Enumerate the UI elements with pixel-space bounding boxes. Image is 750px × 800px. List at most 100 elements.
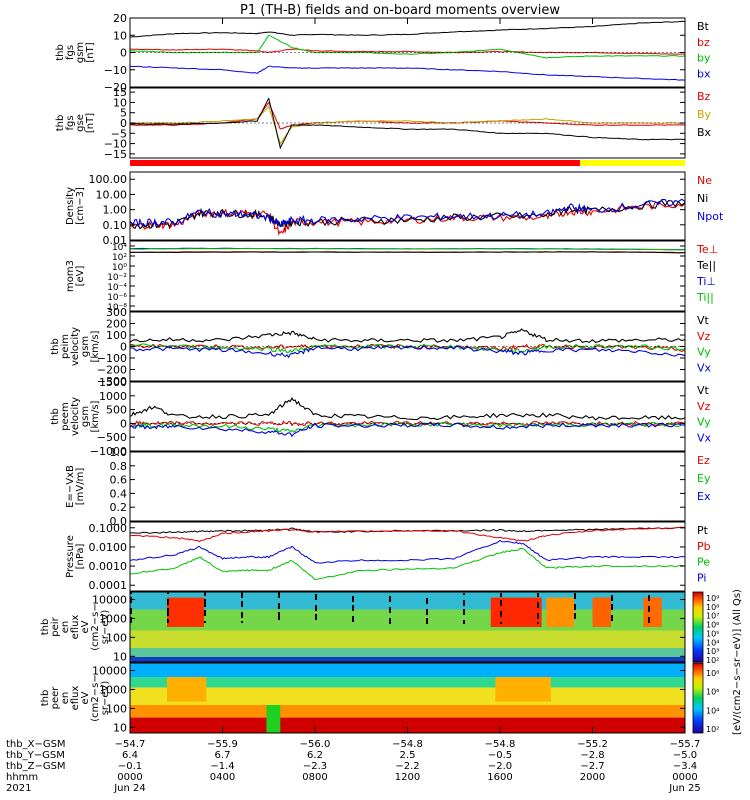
x-axis-value: −1.4 [210, 761, 234, 772]
ion-spectrogram-noise [648, 597, 650, 599]
y-tick-label: 10 [113, 650, 127, 663]
x-axis-value: 0000 [117, 772, 142, 783]
y-axis-label: fgs [65, 115, 76, 130]
y-tick-label: −100 [97, 352, 127, 365]
series-line-Te|| [129, 251, 686, 254]
y-axis-label: gse [75, 114, 86, 132]
y-axis-label: fgs [65, 45, 76, 60]
y-axis-label: thb [40, 619, 51, 636]
status-bar-red [130, 160, 580, 166]
y-tick-label: 300 [106, 306, 127, 319]
legend-Vz: Vz [697, 400, 711, 413]
panel-density: 100.00 10.00 1.00 0.10 0.01 Density [cm−3] Ne Ni… [65, 171, 724, 247]
ion-spectrogram-noise [426, 622, 428, 624]
status-bar-yellow [580, 160, 685, 166]
ion-spectrogram-noise [241, 596, 243, 598]
x-axis-value: −2.2 [395, 761, 419, 772]
ion-spectrogram-noise [574, 617, 576, 619]
panel-ion_spec: 10000 1000 100 10 thb peir en eflux eV (cm2−s− sr−… [40, 591, 686, 663]
y-tick-label: 200 [106, 318, 127, 331]
legend-Pb: Pb [697, 540, 711, 553]
chart-title: P1 (TH-B) fields and on-board moments ov… [240, 3, 560, 18]
y-axis-label: gsm [80, 336, 91, 357]
x-axis-value: Jun 25 [668, 783, 701, 794]
y-tick-label: 10⁴ [112, 243, 127, 253]
ion-spectrogram-noise [500, 622, 502, 624]
ion-spectrogram-noise [130, 597, 132, 599]
ion-spectrogram-noise [426, 598, 428, 600]
series-line-Npot [129, 198, 686, 228]
x-axis-value: 6.7 [215, 750, 231, 761]
y-tick-label: −1000 [90, 445, 127, 458]
y-axis-label: eflux [70, 686, 81, 711]
colorbar-tick-label: 10⁷ [706, 612, 719, 621]
ion-spectrogram-noise [278, 614, 280, 616]
x-axis-value: 0800 [302, 772, 327, 783]
ion-spectrogram-noise [648, 608, 650, 610]
ion-spectrogram-noise [278, 612, 280, 614]
colorbar-tick-label: 10⁴ [706, 706, 719, 715]
ion-spectrogram-noise [167, 619, 169, 621]
electron-flux-enhancement [167, 677, 207, 702]
y-tick-label: 0.0010 [89, 560, 128, 573]
ion-spectrogram-noise [463, 611, 465, 613]
y-tick-label: −300 [97, 375, 127, 388]
y-axis-label: [nPa] [75, 543, 86, 569]
ion-spectrogram-noise [241, 621, 243, 623]
legend-Vy: Vy [697, 416, 711, 429]
y-axis-label: sr−eV) [100, 610, 111, 645]
ion-spectrogram-noise [204, 614, 206, 616]
ion-spectrogram-noise [352, 618, 354, 620]
colorbar-tick-label: 10⁴ [706, 638, 719, 647]
legend-Ex: Ex [697, 490, 711, 503]
y-tick-label: 0.0001 [89, 579, 128, 592]
series-line-Pi [129, 539, 686, 564]
legend-Pt: Pt [697, 524, 709, 537]
y-tick-label: 0 [120, 117, 127, 130]
ion-spectrogram-noise [315, 605, 317, 607]
ion-spectrogram-noise [389, 618, 391, 620]
legend-bz: bz [697, 36, 710, 49]
y-tick-label: 10⁻⁸ [107, 303, 127, 313]
y-tick-label: −200 [97, 364, 127, 377]
ion-spectrogram-noise [537, 602, 539, 604]
ion-spectrogram-noise [204, 610, 206, 612]
ion-spectrogram-noise [204, 592, 206, 594]
ion-spectrogram-noise [574, 595, 576, 597]
ion-spectrogram-noise [648, 595, 650, 597]
y-tick-label: 5 [120, 107, 127, 120]
ion-spectrogram-noise [204, 612, 206, 614]
y-axis-label: en [60, 621, 71, 634]
x-axis-value: 6.4 [122, 750, 138, 761]
ion-spectrogram-noise [389, 611, 391, 613]
ion-spectrogram-noise [463, 613, 465, 615]
ion-spectrogram-noise [389, 596, 391, 598]
y-tick-label: 10⁻⁶ [107, 293, 127, 303]
y-tick-label: 1000 [99, 390, 127, 403]
ion-spectrogram-noise [352, 600, 354, 602]
y-tick-label: −10 [104, 64, 127, 77]
y-tick-label: 10 [113, 29, 127, 42]
legend-Te||: Te|| [696, 259, 716, 272]
ion-spectrogram-noise [204, 605, 206, 607]
ion-spectrogram-noise [500, 595, 502, 597]
colorbar-tick-label: 10² [706, 725, 719, 734]
y-axis-label: [cm−3] [75, 187, 86, 225]
series-line-Bz [129, 101, 686, 130]
ion-spectrogram-noise [611, 615, 613, 617]
ion-spectrogram-noise [278, 605, 280, 607]
legend-Bx: Bx [697, 126, 712, 139]
y-tick-label: 15 [113, 86, 127, 99]
legend-Ne: Ne [697, 174, 712, 187]
x-axis-value: −2.0 [488, 761, 512, 772]
legend-bx: bx [697, 67, 711, 80]
y-tick-label: 100 [106, 631, 127, 644]
ion-spectrogram-noise [500, 611, 502, 613]
y-axis-label: (cm2−s− [90, 603, 101, 650]
ion-flux-enhancement [167, 597, 204, 627]
y-tick-label: 100.00 [89, 173, 128, 186]
series-line-Vt [129, 397, 686, 421]
